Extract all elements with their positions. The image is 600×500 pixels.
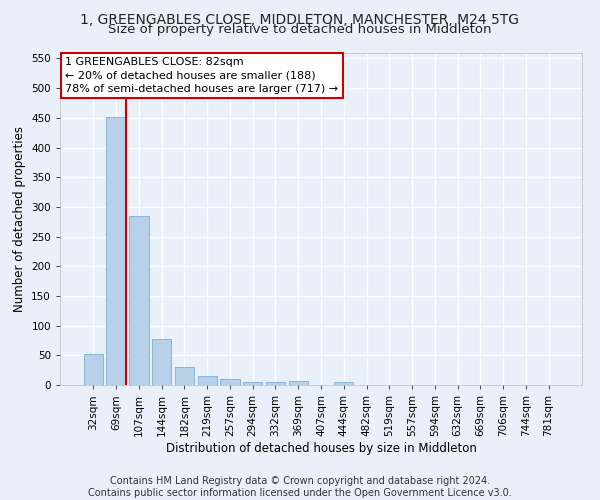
Bar [106,117,126,385]
Bar [220,379,239,385]
Bar [334,382,353,385]
Bar [175,367,194,385]
Text: Contains HM Land Registry data © Crown copyright and database right 2024.
Contai: Contains HM Land Registry data © Crown c… [88,476,512,498]
Bar [129,216,149,385]
Bar [266,382,285,385]
Text: Size of property relative to detached houses in Middleton: Size of property relative to detached ho… [108,22,492,36]
Bar [84,354,103,385]
Bar [197,376,217,385]
Text: 1, GREENGABLES CLOSE, MIDDLETON, MANCHESTER, M24 5TG: 1, GREENGABLES CLOSE, MIDDLETON, MANCHES… [80,12,520,26]
X-axis label: Distribution of detached houses by size in Middleton: Distribution of detached houses by size … [166,442,476,454]
Y-axis label: Number of detached properties: Number of detached properties [13,126,26,312]
Bar [243,382,262,385]
Bar [152,338,172,385]
Bar [289,382,308,385]
Text: 1 GREENGABLES CLOSE: 82sqm
← 20% of detached houses are smaller (188)
78% of sem: 1 GREENGABLES CLOSE: 82sqm ← 20% of deta… [65,58,338,94]
